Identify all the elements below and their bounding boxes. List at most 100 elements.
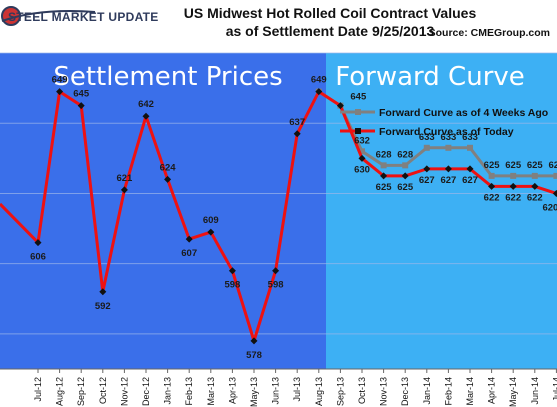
series-1-point-0 — [34, 239, 42, 247]
x-tick-label-23: Jun-14 — [530, 377, 540, 405]
data-label-today-20: 627 — [462, 175, 478, 186]
series-0-point-15 — [359, 148, 365, 155]
series-1-point-9 — [228, 267, 236, 275]
data-label-today-16: 625 — [376, 182, 393, 193]
series-1-point-17 — [401, 172, 409, 180]
data-label-today-18: 627 — [419, 175, 435, 186]
legend-label-4-weeks-ago: Forward Curve as of 4 Weeks Ago — [379, 107, 548, 119]
data-label-4wk-18: 633 — [419, 132, 435, 143]
x-tick-label-11: Jun-13 — [271, 377, 281, 405]
data-label-today-22: 622 — [505, 192, 521, 203]
data-label-today-1: 649 — [52, 75, 68, 86]
data-label-today-9: 598 — [224, 280, 240, 291]
series-1-point-12 — [293, 130, 301, 138]
data-label-4wk-15: 632 — [354, 135, 370, 146]
data-label-today-24: 620 — [542, 202, 557, 213]
data-label-today-10: 578 — [246, 350, 262, 361]
forward-region — [326, 53, 557, 369]
x-tick-label-7: Feb-13 — [184, 377, 194, 406]
series-0-point-23 — [531, 172, 538, 179]
series-0-point-24 — [553, 172, 557, 179]
series-1-point-15 — [358, 154, 366, 162]
series-1-line — [0, 90, 557, 343]
series-1-point-14 — [336, 102, 344, 110]
series-lines — [0, 88, 557, 345]
series-1-point-10 — [250, 337, 258, 345]
series-1-point-18 — [423, 165, 431, 173]
data-label-4wk-24: 625 — [548, 160, 557, 171]
data-label-today-6: 624 — [160, 162, 177, 173]
series-0-point-18 — [423, 144, 430, 151]
x-axis: Jul-12 Aug-12 Sep-12 Oct-12 Nov-12 Dec-12 Jan-… — [0, 368, 557, 407]
data-label-today-15: 630 — [354, 164, 370, 175]
series-1-point-11 — [272, 267, 280, 275]
data-label-4wk-16: 628 — [376, 149, 392, 160]
data-label-today-8: 609 — [203, 215, 219, 226]
data-label-4wk-17: 628 — [397, 149, 413, 160]
series-1-point-1 — [56, 88, 64, 96]
data-label-today-7: 607 — [181, 248, 197, 259]
x-tick-label-15: Oct-13 — [357, 377, 367, 404]
steel-market-update-logo: STEEL MARKET UPDATE — [1, 6, 158, 26]
data-label-4wk-21: 625 — [484, 160, 501, 171]
series-1-point-8 — [207, 228, 215, 236]
data-label-today-21: 622 — [484, 192, 500, 203]
x-tick-label-0: Jul-12 — [33, 377, 43, 402]
legend-gray-marker — [355, 109, 361, 115]
data-label-today-5: 642 — [138, 99, 154, 110]
series-1-point-4 — [120, 186, 128, 194]
series-1-point-19 — [444, 165, 452, 173]
x-tick-label-10: May-13 — [249, 377, 259, 407]
x-tick-label-12: Jul-13 — [292, 377, 302, 402]
series-1-point-23 — [531, 182, 539, 190]
series-1-point-3 — [99, 288, 107, 296]
series-1-point-6 — [164, 175, 172, 183]
series-1-point-5 — [142, 112, 150, 120]
legend: Forward Curve as of 4 Weeks Ago Forward … — [340, 107, 548, 138]
x-tick-label-1: Aug-12 — [55, 377, 65, 406]
series-0-point-17 — [402, 162, 409, 169]
data-label-4wk-23: 625 — [527, 160, 544, 171]
series-1-point-13 — [315, 88, 323, 96]
x-tick-label-19: Feb-14 — [443, 377, 453, 406]
data-label-today-2: 645 — [73, 89, 90, 100]
chart-title-line-1: US Midwest Hot Rolled Coil Contract Valu… — [184, 5, 477, 21]
series-1-point-20 — [466, 165, 474, 173]
legend-label-today: Forward Curve as of Today — [379, 126, 514, 138]
settlement-region — [0, 53, 326, 369]
data-label-today-4: 621 — [116, 173, 133, 184]
data-label-today-3: 592 — [95, 301, 111, 312]
settlement-region-label: Settlement Prices — [53, 62, 282, 92]
x-tick-label-4: Nov-12 — [119, 377, 129, 406]
data-label-today-14: 645 — [350, 92, 367, 103]
x-tick-label-18: Jan-14 — [422, 377, 432, 405]
series-0-point-19 — [445, 144, 452, 151]
series-1-point-22 — [509, 182, 517, 190]
series-1-point-7 — [185, 235, 193, 243]
data-label-today-11: 598 — [268, 280, 284, 291]
x-tick-label-16: Nov-13 — [379, 377, 389, 406]
forward-region-label: Forward Curve — [335, 62, 525, 92]
x-tick-label-5: Dec-12 — [141, 377, 151, 406]
chart-source: Source: CMEGroup.com — [429, 27, 550, 39]
x-tick-label-6: Jan-13 — [163, 377, 173, 405]
series-0-point-22 — [510, 172, 517, 179]
data-label-today-17: 625 — [397, 182, 414, 193]
x-tick-label-17: Dec-13 — [400, 377, 410, 406]
data-label-4wk-19: 633 — [440, 132, 456, 143]
x-tick-label-20: Mar-14 — [465, 377, 475, 406]
x-tick-label-2: Sep-12 — [76, 377, 86, 406]
legend-red-marker — [355, 128, 361, 134]
data-label-today-19: 627 — [440, 175, 456, 186]
data-label-today-0: 606 — [30, 252, 46, 263]
data-label-today-23: 622 — [527, 192, 543, 203]
x-tick-label-8: Mar-13 — [206, 377, 216, 406]
series-0-line — [317, 90, 557, 178]
series-0-point-16 — [380, 162, 387, 169]
x-tick-label-14: Sep-13 — [335, 377, 345, 406]
data-label-today-13: 649 — [311, 75, 327, 86]
x-tick-label-21: Apr-14 — [487, 377, 497, 404]
data-label-today-12: 637 — [289, 117, 305, 128]
x-tick-label-3: Oct-12 — [98, 377, 108, 404]
